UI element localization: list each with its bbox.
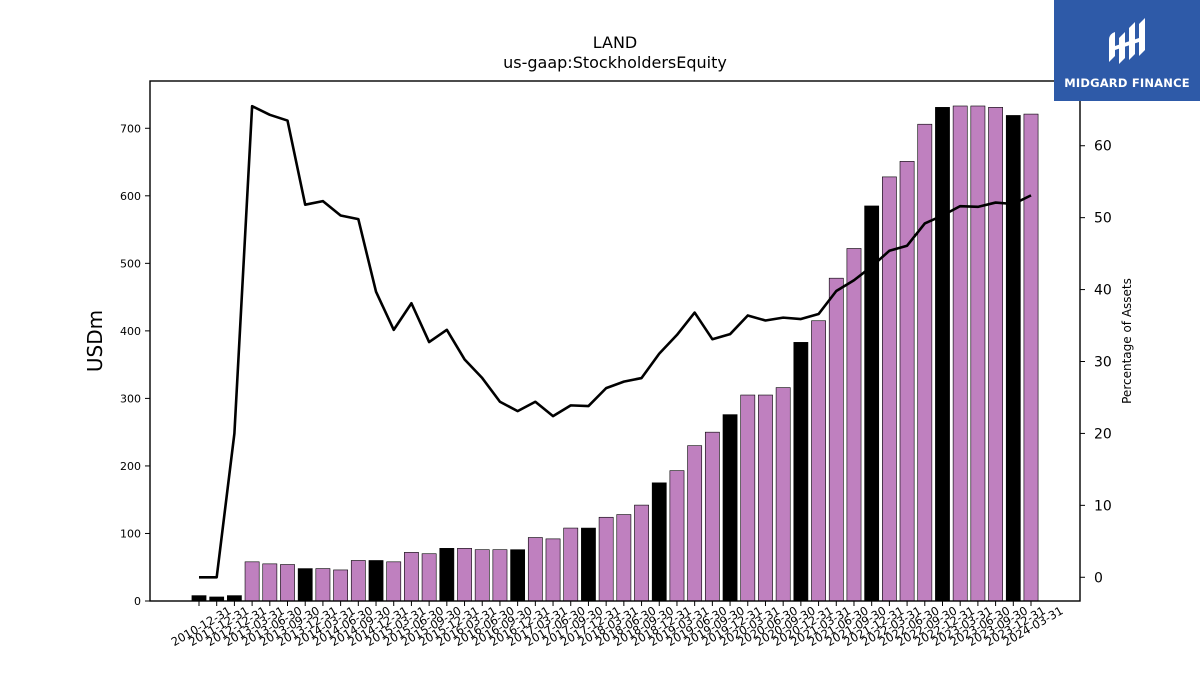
bar [775, 387, 791, 602]
chart-title: LAND [593, 33, 638, 52]
bar [935, 107, 950, 602]
bar [386, 561, 402, 602]
y-tick-label: 600 [120, 190, 141, 203]
bar [191, 595, 207, 602]
y2-tick-label: 60 [1094, 139, 1112, 155]
bar [687, 445, 703, 602]
bar [793, 342, 809, 602]
bar [846, 248, 862, 602]
bar [227, 595, 242, 602]
bar [492, 549, 508, 602]
y-tick-label: 700 [120, 122, 141, 135]
y2-axis-label: Percentage of Assets [1120, 278, 1134, 404]
bar [457, 548, 472, 602]
brand-logo: MIDGARD FINANCE [1054, 0, 1200, 101]
bar [474, 549, 490, 602]
y-tick-label: 200 [120, 460, 141, 473]
bar [881, 176, 897, 602]
y2-tick-label: 20 [1094, 426, 1112, 442]
bar [333, 569, 349, 602]
bar [262, 563, 278, 602]
bar [439, 548, 455, 602]
bar [404, 552, 419, 602]
bar [828, 277, 844, 602]
bar [581, 527, 596, 602]
bar [740, 394, 756, 602]
y2-tick-label: 40 [1094, 283, 1112, 299]
plot-area [191, 105, 1039, 602]
bar [722, 414, 738, 602]
bar [704, 431, 720, 602]
bar [634, 504, 649, 602]
bar [899, 161, 915, 602]
plot-frame [149, 80, 1081, 602]
y-axis-left: 0 100 200 300 400 500 600 700 [120, 122, 150, 608]
bar [952, 105, 968, 602]
bar [988, 107, 1003, 602]
bar [350, 560, 366, 602]
y2-tick-label: 50 [1094, 211, 1112, 227]
bar [280, 564, 295, 602]
y-tick-label: 0 [134, 595, 141, 608]
bar [297, 568, 313, 602]
bar [368, 560, 384, 602]
y2-tick-label: 0 [1094, 570, 1103, 586]
line-series [199, 104, 1032, 579]
logo-text: MIDGARD FINANCE [1064, 75, 1190, 90]
y-tick-label: 300 [120, 392, 141, 405]
bar [527, 537, 543, 602]
y-tick-label: 100 [120, 527, 141, 540]
bar [758, 394, 773, 602]
bar [970, 105, 986, 602]
bar [917, 123, 933, 602]
bar [811, 320, 826, 602]
bar [563, 527, 579, 602]
chart-subtitle: us-gaap:StockholdersEquity [503, 53, 727, 72]
bar [651, 482, 667, 602]
y2-tick-label: 10 [1094, 498, 1112, 514]
bar [545, 538, 561, 602]
y-axis-label: USDm [83, 310, 107, 372]
bar [616, 514, 632, 602]
bar [1005, 115, 1021, 602]
bar [598, 516, 614, 602]
bar [510, 549, 526, 602]
bar [421, 553, 437, 602]
y-tick-label: 500 [120, 257, 141, 270]
y-axis-right: 0 10 20 30 40 50 60 [1080, 139, 1112, 586]
bar [669, 470, 685, 602]
x-axis: 2010-12-312011-12-312012-12-312013-03-31… [169, 601, 1066, 649]
bar [1023, 113, 1039, 602]
bar [315, 568, 331, 602]
y-tick-label: 400 [120, 325, 141, 338]
percentage-line [199, 104, 1032, 579]
midgard-logo-icon [1109, 17, 1145, 64]
y2-tick-label: 30 [1094, 354, 1112, 370]
bar [244, 561, 260, 602]
